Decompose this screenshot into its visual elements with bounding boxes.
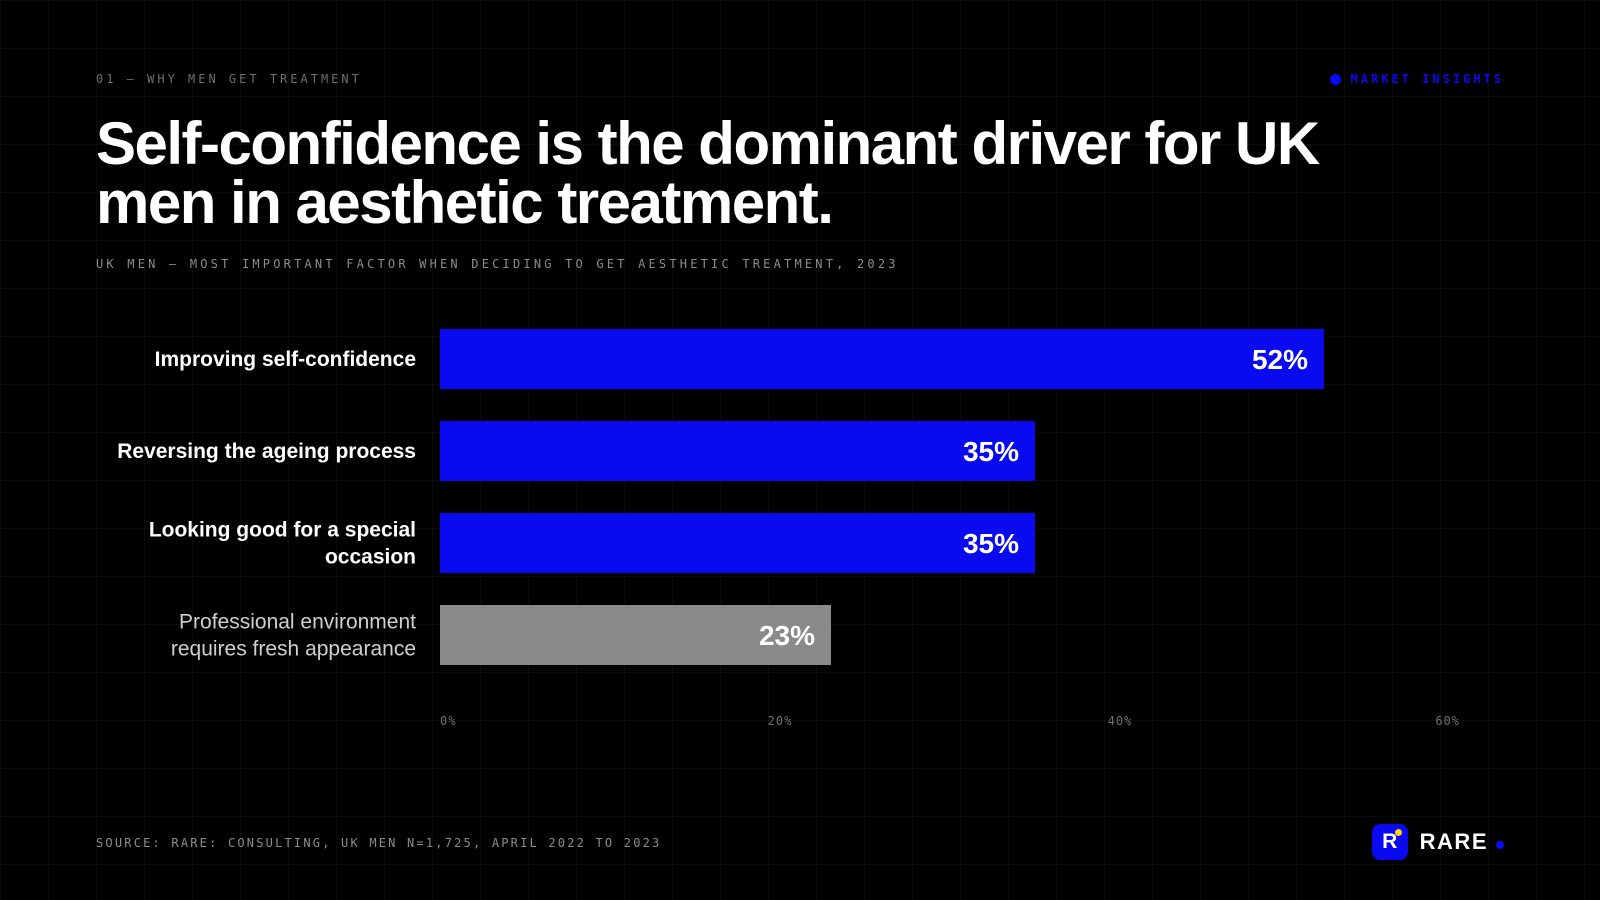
bar <box>440 605 831 665</box>
bar-value-label: 23% <box>759 620 815 651</box>
bar <box>440 513 1035 573</box>
logo-spark-icon <box>1394 829 1402 836</box>
category-label: Reversing the ageing process <box>117 440 416 463</box>
x-tick-label: 40% <box>1108 714 1133 728</box>
tag-dot-icon <box>1329 73 1341 85</box>
bar-value-label: 52% <box>1252 344 1308 375</box>
bar-value-label: 35% <box>963 528 1019 559</box>
category-label: Looking good for a special <box>149 519 416 542</box>
x-tick-label: 60% <box>1435 714 1460 728</box>
category-label: requires fresh appearance <box>171 638 416 661</box>
logo-letter: R <box>1382 830 1398 853</box>
market-insights-tag: MARKET INSIGHTS <box>1329 72 1504 86</box>
bar-value-label: 35% <box>963 436 1019 467</box>
source-note: SOURCE: RARE: CONSULTING, UK MEN N=1,725… <box>96 836 662 850</box>
chart-subtitle: UK MEN — MOST IMPORTANT FACTOR WHEN DECI… <box>96 257 899 271</box>
bar <box>440 421 1035 481</box>
page-title: Self-confidence is the dominant driver f… <box>96 110 1320 236</box>
brand-name: RARE <box>1419 829 1488 854</box>
category-label: occasion <box>325 546 416 569</box>
x-tick-label: 0% <box>440 714 456 728</box>
section-eyebrow: 01 — WHY MEN GET TREATMENT <box>96 72 362 86</box>
x-tick-label: 20% <box>768 714 793 728</box>
brand-dot-icon <box>1496 841 1504 849</box>
category-label: Improving self-confidence <box>155 348 416 371</box>
tag-label: MARKET INSIGHTS <box>1350 72 1504 86</box>
bar <box>440 329 1324 389</box>
logo-mark-icon: R <box>1371 824 1408 860</box>
category-label: Professional environment <box>179 611 416 634</box>
brand-logo: R RARE <box>1371 824 1504 860</box>
